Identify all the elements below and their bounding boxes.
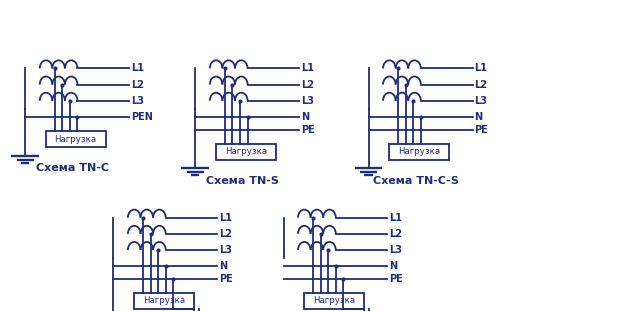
Text: L2: L2 [474, 80, 488, 90]
Text: N: N [389, 261, 398, 271]
Text: L1: L1 [474, 63, 488, 73]
Text: Нагрузка: Нагрузка [225, 147, 266, 156]
FancyBboxPatch shape [304, 293, 364, 309]
Text: Нагрузка: Нагрузка [398, 147, 440, 156]
Text: L2: L2 [131, 80, 144, 90]
Text: L1: L1 [301, 63, 314, 73]
Text: L3: L3 [474, 96, 488, 106]
Text: PEN: PEN [131, 112, 153, 122]
FancyBboxPatch shape [134, 293, 194, 309]
FancyBboxPatch shape [46, 131, 106, 147]
Text: PE: PE [474, 124, 488, 135]
Text: Схема TN-C: Схема TN-C [36, 163, 109, 173]
FancyBboxPatch shape [215, 144, 276, 160]
Text: Нагрузка: Нагрузка [313, 296, 355, 305]
Text: Схема TN-S: Схема TN-S [206, 176, 279, 186]
Text: L1: L1 [131, 63, 144, 73]
Text: Схема TN-C-S: Схема TN-C-S [373, 176, 459, 186]
Text: L1: L1 [389, 213, 403, 223]
Text: PE: PE [219, 274, 233, 284]
Text: Нагрузка: Нагрузка [55, 135, 96, 143]
Text: L3: L3 [131, 96, 144, 106]
Text: L3: L3 [219, 245, 232, 255]
FancyBboxPatch shape [389, 144, 449, 160]
Text: N: N [219, 261, 227, 271]
Text: L2: L2 [389, 229, 403, 239]
Text: Нагрузка: Нагрузка [143, 296, 185, 305]
Text: L1: L1 [219, 213, 232, 223]
Text: N: N [474, 112, 483, 122]
Text: L2: L2 [219, 229, 232, 239]
Text: L3: L3 [301, 96, 314, 106]
Text: PE: PE [389, 274, 403, 284]
Text: N: N [301, 112, 309, 122]
Text: L2: L2 [301, 80, 314, 90]
Text: PE: PE [301, 124, 315, 135]
Text: L3: L3 [389, 245, 403, 255]
